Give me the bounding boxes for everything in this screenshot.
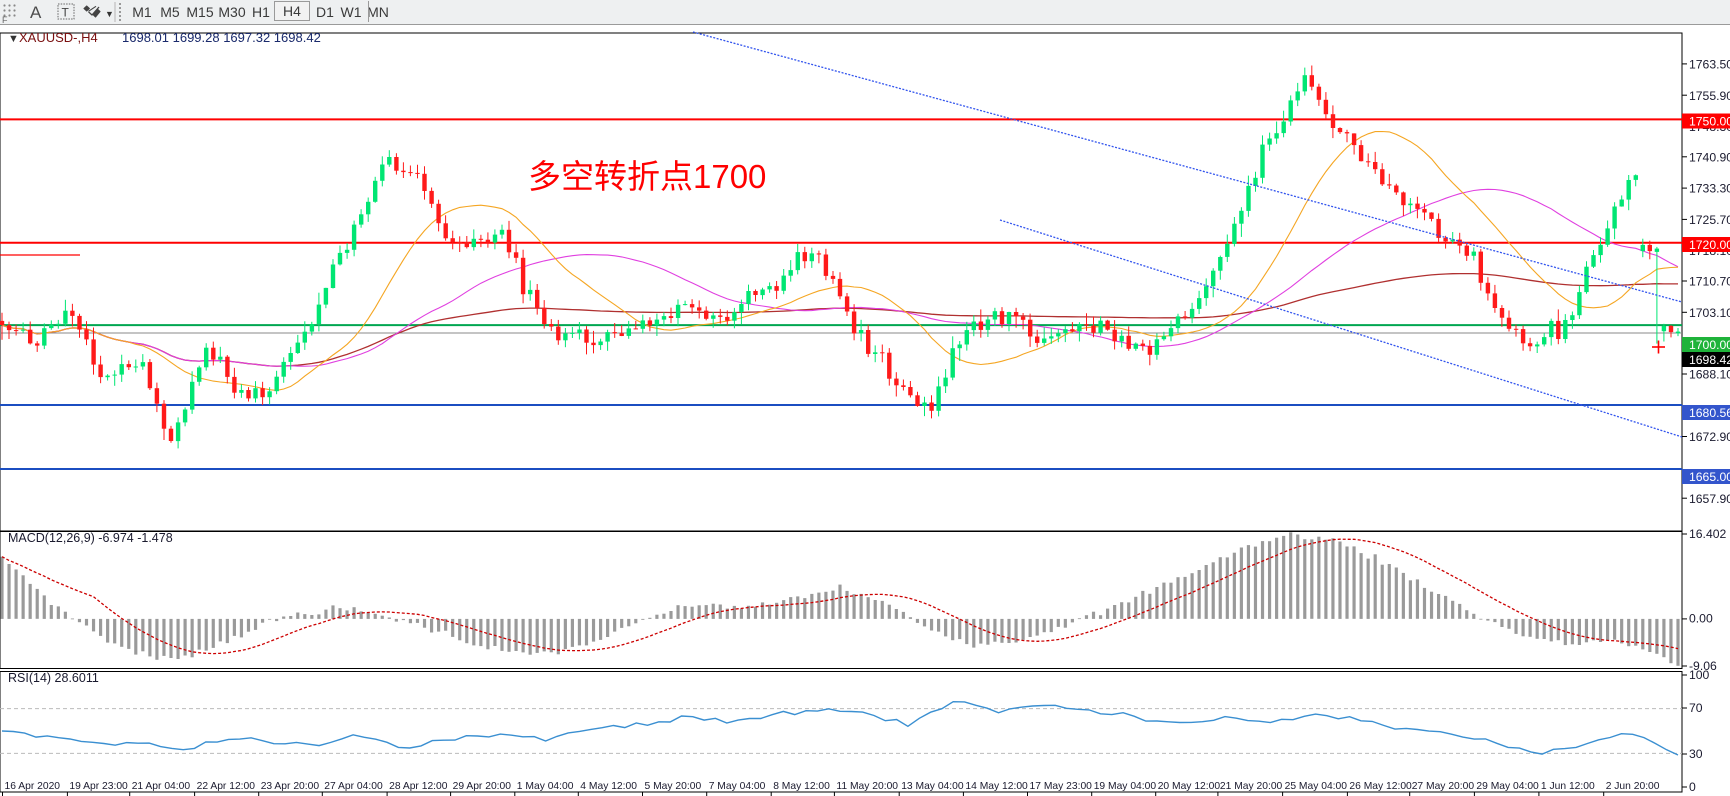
svg-text:22 Apr 12:00: 22 Apr 12:00: [197, 781, 256, 792]
svg-text:14 May 12:00: 14 May 12:00: [965, 781, 1028, 792]
svg-text:1672.90: 1672.90: [1689, 430, 1730, 444]
svg-text:100: 100: [1689, 668, 1710, 682]
svg-text:23 Apr 20:00: 23 Apr 20:00: [261, 781, 320, 792]
svg-text:1720.00: 1720.00: [1689, 238, 1730, 252]
svg-text:8 May 12:00: 8 May 12:00: [773, 781, 830, 792]
svg-text:17 May 23:00: 17 May 23:00: [1030, 781, 1093, 792]
svg-text:XAUUSD-,H4: XAUUSD-,H4: [19, 30, 98, 45]
svg-text:1 Jun 12:00: 1 Jun 12:00: [1541, 781, 1595, 792]
svg-text:13 May 04:00: 13 May 04:00: [901, 781, 964, 792]
svg-text:4 May 12:00: 4 May 12:00: [580, 781, 637, 792]
svg-text:1703.10: 1703.10: [1689, 306, 1730, 320]
svg-text:26 May 12:00: 26 May 12:00: [1349, 781, 1412, 792]
svg-text:1 May 04:00: 1 May 04:00: [517, 781, 574, 792]
svg-text:21 May 20:00: 21 May 20:00: [1220, 781, 1283, 792]
svg-text:MACD(12,26,9) -6.974 -1.478: MACD(12,26,9) -6.974 -1.478: [8, 531, 173, 545]
svg-text:27 May 20:00: 27 May 20:00: [1412, 781, 1475, 792]
svg-text:5 May 20:00: 5 May 20:00: [645, 781, 702, 792]
svg-text:1733.30: 1733.30: [1689, 182, 1730, 196]
svg-text:7 May 04:00: 7 May 04:00: [709, 781, 766, 792]
svg-text:2 Jun 20:00: 2 Jun 20:00: [1606, 781, 1660, 792]
svg-text:RSI(14) 28.6011: RSI(14) 28.6011: [8, 671, 99, 685]
svg-text:25 May 04:00: 25 May 04:00: [1285, 781, 1348, 792]
svg-text:19 Apr 23:00: 19 Apr 23:00: [69, 781, 128, 792]
svg-text:28 Apr 12:00: 28 Apr 12:00: [389, 781, 448, 792]
svg-text:16.402: 16.402: [1689, 527, 1726, 541]
svg-text:1755.90: 1755.90: [1689, 89, 1730, 103]
svg-text:16 Apr 2020: 16 Apr 2020: [5, 781, 61, 792]
svg-text:1700.00: 1700.00: [1689, 338, 1730, 352]
svg-text:1740.90: 1740.90: [1689, 150, 1730, 164]
svg-text:1688.10: 1688.10: [1689, 368, 1730, 382]
svg-text:0.00: 0.00: [1689, 612, 1713, 626]
svg-text:1725.70: 1725.70: [1689, 213, 1730, 227]
svg-text:27 Apr 04:00: 27 Apr 04:00: [324, 781, 383, 792]
svg-text:21 Apr 04:00: 21 Apr 04:00: [132, 781, 191, 792]
svg-text:1750.00: 1750.00: [1689, 115, 1730, 129]
svg-text:多空转折点1700: 多空转折点1700: [528, 158, 766, 195]
svg-text:29 Apr 20:00: 29 Apr 20:00: [453, 781, 512, 792]
svg-text:30: 30: [1689, 747, 1703, 761]
svg-text:1698.01 1699.28 1697.32 1698.4: 1698.01 1699.28 1697.32 1698.42: [122, 30, 321, 45]
svg-text:11 May 20:00: 11 May 20:00: [836, 781, 898, 792]
svg-text:1665.00: 1665.00: [1689, 470, 1730, 484]
svg-text:1763.50: 1763.50: [1689, 58, 1730, 72]
svg-text:1698.42: 1698.42: [1689, 353, 1730, 367]
svg-text:1680.56: 1680.56: [1689, 406, 1730, 420]
svg-text:▼: ▼: [8, 33, 19, 45]
svg-text:1710.70: 1710.70: [1689, 275, 1730, 289]
svg-text:29 May 04:00: 29 May 04:00: [1476, 781, 1539, 792]
svg-text:1657.90: 1657.90: [1689, 492, 1730, 506]
svg-text:0: 0: [1689, 780, 1696, 794]
svg-text:19 May 04:00: 19 May 04:00: [1094, 781, 1157, 792]
svg-text:20 May 12:00: 20 May 12:00: [1158, 781, 1221, 792]
svg-text:70: 70: [1689, 701, 1703, 715]
